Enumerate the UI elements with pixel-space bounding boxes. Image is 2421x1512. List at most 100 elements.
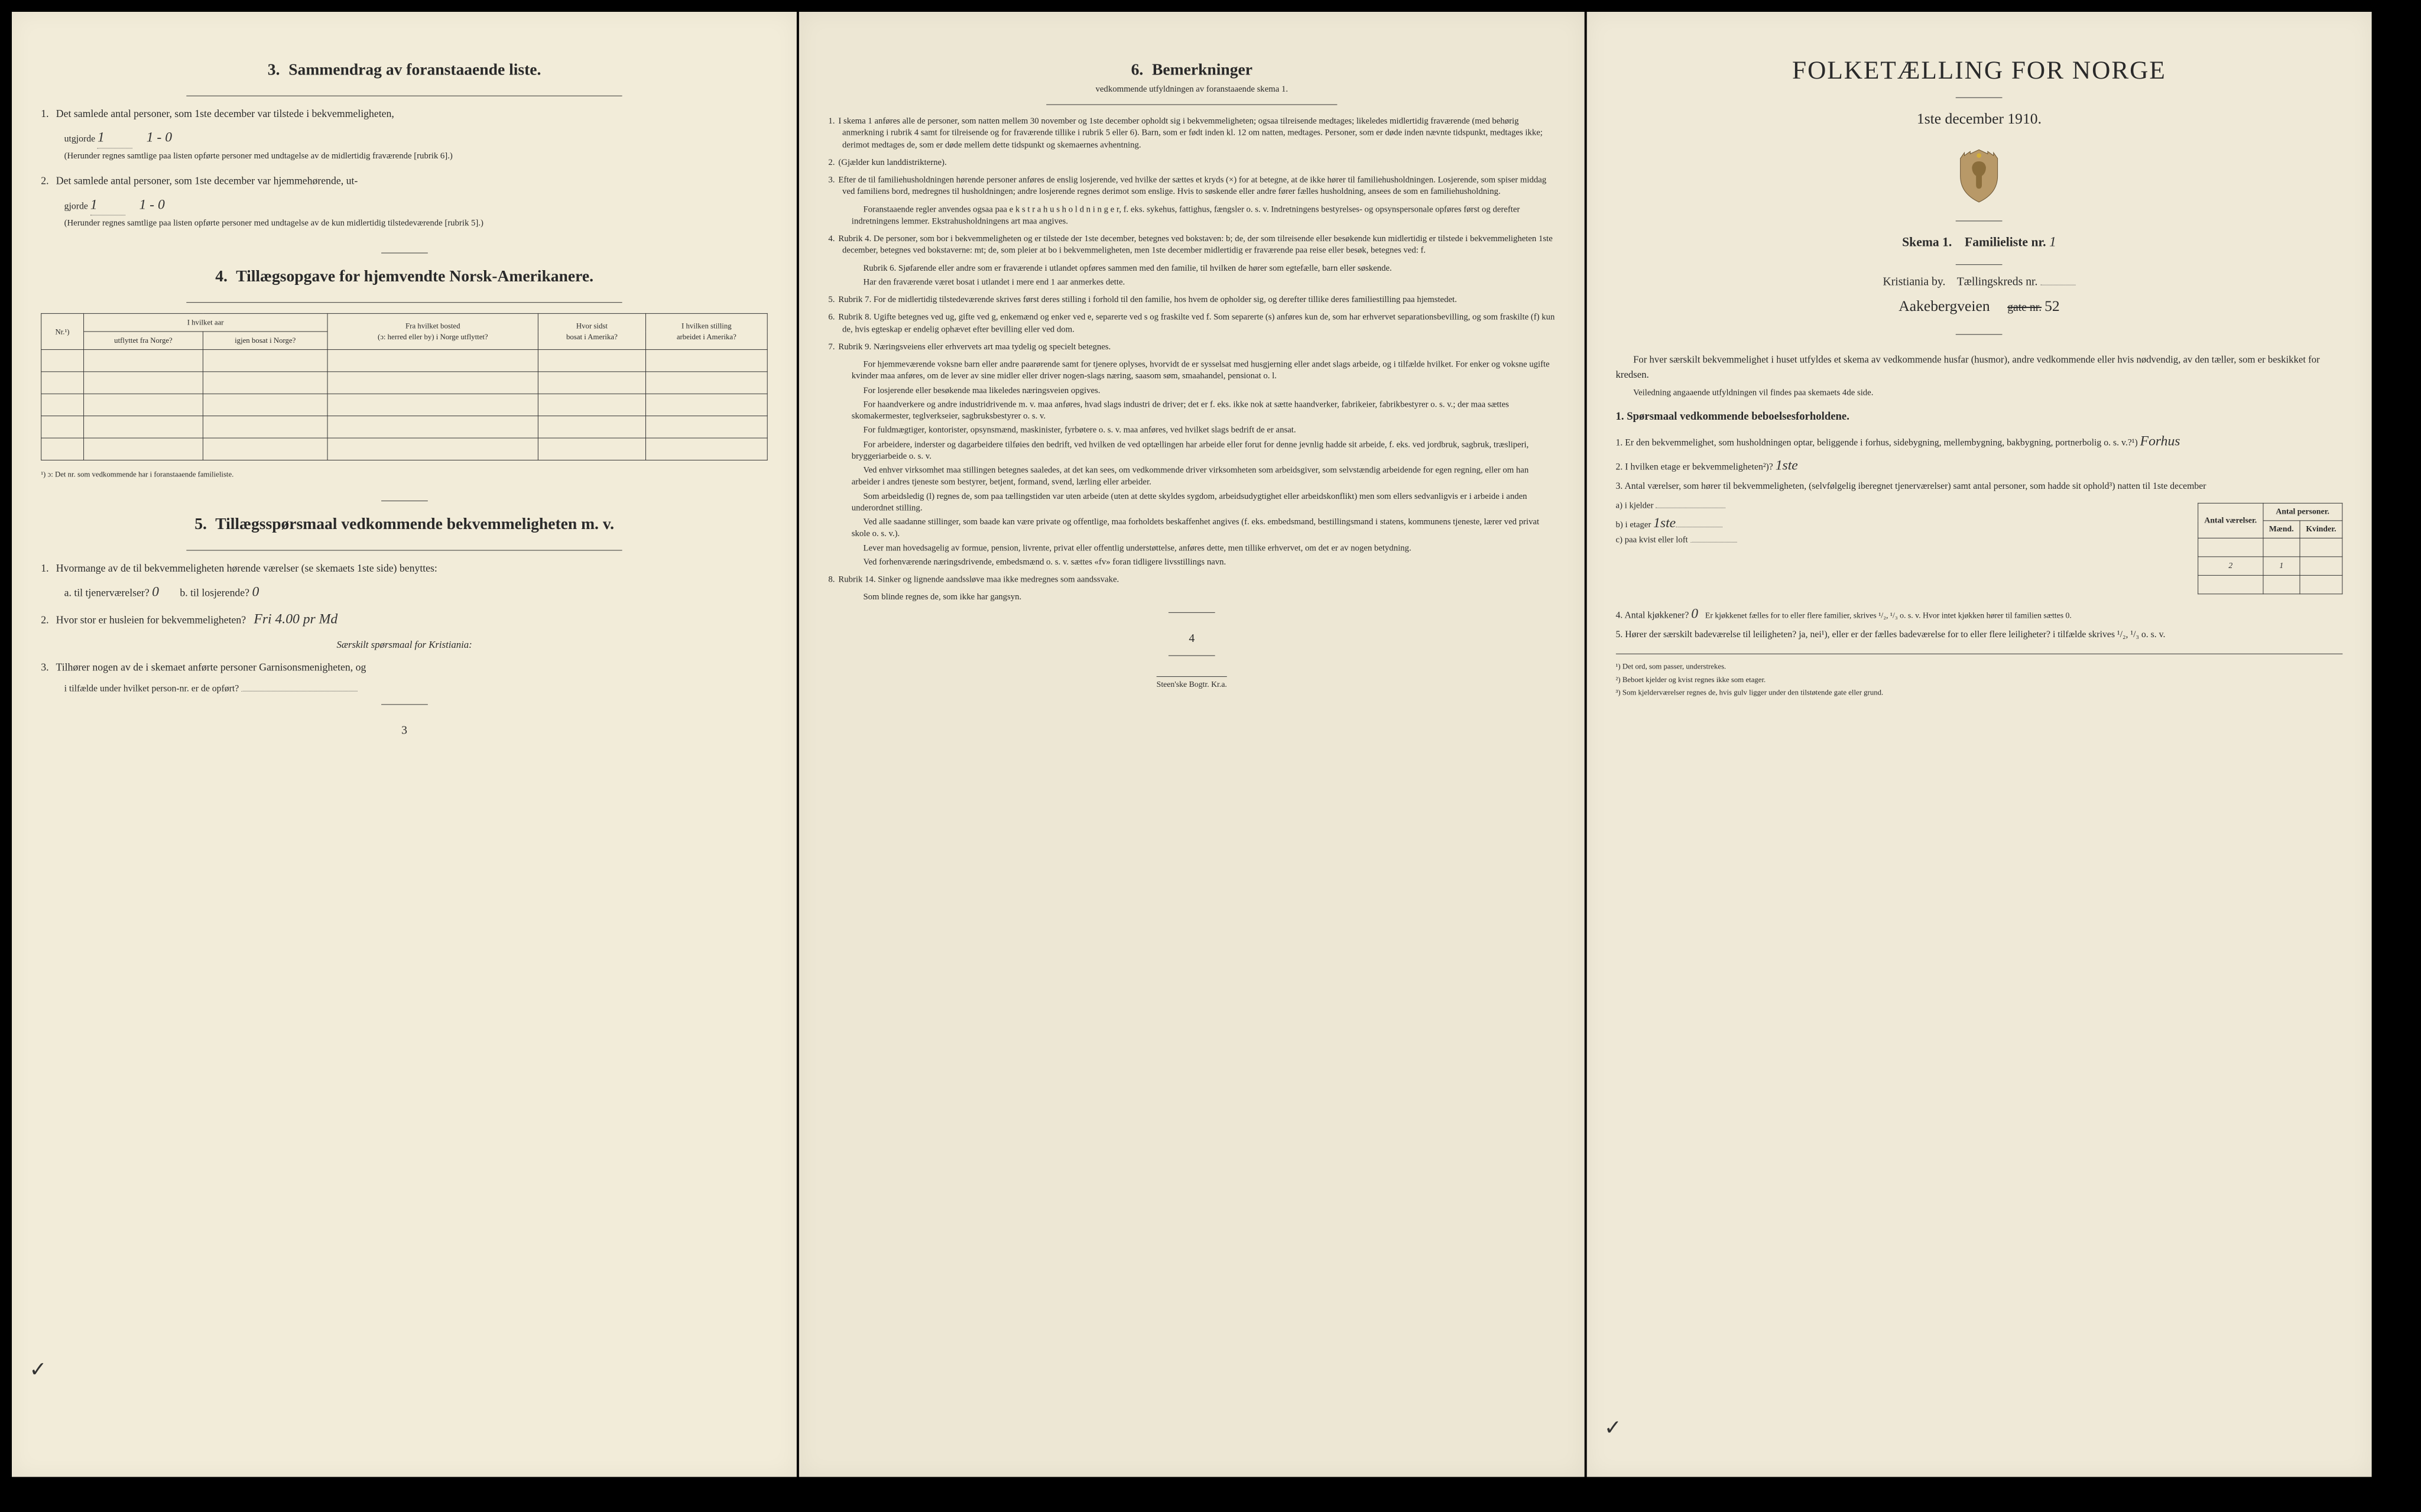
section-4-title: 4. Tillægsopgave for hjemvendte Norsk-Am… <box>41 265 768 288</box>
emigrant-tbody <box>41 350 768 460</box>
page-number: 3 <box>41 722 768 739</box>
body-para: Ved enhver virksomhet maa stillingen bet… <box>828 465 1555 488</box>
s3-item-2-note: (Herunder regnes samtlige paa listen opf… <box>41 218 768 229</box>
hw-value: 1 <box>2049 235 2056 250</box>
th-group1: I hvilket aar <box>83 313 327 332</box>
body-para: Som blinde regnes de, som ikke har gangs… <box>828 592 1555 603</box>
body-para: Ved forhenværende næringsdrivende, embed… <box>828 556 1555 568</box>
census-document: 3. Sammendrag av foranstaaende liste. 1.… <box>12 12 2372 1477</box>
divider <box>1169 612 1215 613</box>
section-5-title: 5. Tillægsspørsmaal vedkommende bekvemme… <box>41 512 768 536</box>
checkmark-icon: ✓ <box>1604 1413 1622 1442</box>
footnote-1: ¹) Det ord, som passer, understrekes. <box>1616 661 2343 672</box>
s5-subtitle: Særskilt spørsmaal for Kristiania: <box>41 638 768 651</box>
hw-value: 0 <box>152 584 159 599</box>
body-para: For arbeidere, inderster og dagarbeidere… <box>828 439 1555 462</box>
divider <box>1956 264 2003 265</box>
checkmark-icon: ✓ <box>30 1355 47 1384</box>
body-item: 1.I skema 1 anføres alle de personer, so… <box>828 115 1555 151</box>
body-para: For haandverkere og andre industridriven… <box>828 399 1555 423</box>
body-item: 4.Rubrik 4. De personer, som bor i bekve… <box>828 233 1555 257</box>
page-number: 4 <box>828 630 1555 647</box>
divider <box>1956 334 2003 335</box>
body-para: Foranstaaende regler anvendes ogsaa paa … <box>828 204 1555 228</box>
body-para: Rubrik 6. Sjøfarende eller andre som er … <box>828 262 1555 274</box>
rooms-table: Antal værelser. Antal personer. Mænd. Kv… <box>2198 503 2343 595</box>
hw-value: 1 - 0 <box>139 197 164 213</box>
s3-item-2: 2. Det samlede antal personer, som 1ste … <box>41 174 768 189</box>
footnotes: ¹) Det ord, som passer, understrekes. ²)… <box>1616 654 2343 698</box>
intro-1: For hver særskilt bekvemmelighet i huset… <box>1616 352 2343 382</box>
hw-value: 0 <box>252 584 259 599</box>
th-col5: I hvilken stilling arbeidet i Amerika? <box>645 313 767 349</box>
date-line: 1ste december 1910. <box>1616 108 2343 129</box>
location-street: Aakebergveien gate nr. 52 <box>1616 296 2343 317</box>
th-kvinder: Kvinder. <box>2300 521 2342 538</box>
body-item: 6.Rubrik 8. Ugifte betegnes ved ug, gift… <box>828 312 1555 335</box>
divider <box>1956 221 2003 222</box>
s5-q2: 2. Hvor stor er husleien for bekvemmelig… <box>41 610 768 630</box>
body-para: For losjerende eller besøkende maa likel… <box>828 385 1555 397</box>
hw-cell: 2 <box>2198 557 2263 575</box>
hw-value: 1 - 0 <box>147 130 172 145</box>
panel-page-3: 3. Sammendrag av foranstaaende liste. 1.… <box>12 12 797 1477</box>
section-3-title: 3. Sammendrag av foranstaaende liste. <box>41 59 768 82</box>
right-body: For hver særskilt bekvemmelighet i huset… <box>1616 352 2343 698</box>
hw-value: 0 <box>1691 606 1698 622</box>
th-col4: Hvor sidst bosat i Amerika? <box>538 313 645 349</box>
intro-2: Veiledning angaaende utfyldningen vil fi… <box>1616 387 2343 400</box>
section-6-subtitle: vedkommende utfyldningen av foranstaaend… <box>828 83 1555 96</box>
s5-q3-line2: i tilfælde under hvilket person-nr. er d… <box>41 683 768 696</box>
divider <box>186 302 622 303</box>
q4: 4. Antal kjøkkener? 0 Er kjøkkenet fælle… <box>1616 603 2343 624</box>
crest-icon <box>1616 147 2343 209</box>
body-para: Har den fraværende været bosat i utlande… <box>828 277 1555 288</box>
publisher-line: Steen'ske Bogtr. Kr.a. <box>1157 676 1227 690</box>
s3-item-1: 1. Det samlede antal personer, som 1ste … <box>41 107 768 122</box>
body-para: Som arbeidsledig (l) regnes de, som paa … <box>828 491 1555 514</box>
hw-value: 52 <box>2044 297 2060 314</box>
th-vaer: Antal værelser. <box>2198 503 2263 538</box>
s4-footnote: ¹) ɔ: Det nr. som vedkommende har i fora… <box>41 469 768 480</box>
panel-title-page: FOLKETÆLLING FOR NORGE 1ste december 191… <box>1586 12 2371 1477</box>
s5-q1: 1. Hvormange av de til bekvemmeligheten … <box>41 561 768 602</box>
body-item: 2.(Gjælder kun landdistrikterne). <box>828 157 1555 168</box>
divider <box>1956 97 2003 98</box>
s5-q3: 3. Tilhører nogen av de i skemaet anført… <box>41 660 768 674</box>
main-title: FOLKETÆLLING FOR NORGE <box>1616 53 2343 89</box>
hw-street: Aakebergveien <box>1898 297 1990 314</box>
hw-value: 1 <box>98 130 105 145</box>
s3-item-1-line2: utgjorde 1 1 - 0 <box>41 128 768 148</box>
hw-value: 1ste <box>1776 458 1798 473</box>
body-para: For hjemmeværende voksne barn eller andr… <box>828 359 1555 382</box>
body-item: 8.Rubrik 14. Sinker og lignende aandsslø… <box>828 574 1555 586</box>
th-nr: Nr.¹) <box>41 313 84 349</box>
th-pers: Antal personer. <box>2263 503 2342 521</box>
body-para: For fuldmægtiger, kontorister, opsynsmæn… <box>828 424 1555 436</box>
section-6-body: 1.I skema 1 anføres alle de personer, so… <box>828 115 1555 603</box>
body-para: Ved alle saadanne stillinger, som baade … <box>828 517 1555 540</box>
q3: 3. Antal værelser, som hører til bekvemm… <box>1616 480 2343 494</box>
divider <box>381 252 428 253</box>
footnote-3: ³) Som kjelderværelser regnes de, hvis g… <box>1616 687 2343 698</box>
hw-value: Forhus <box>2140 434 2180 449</box>
footnote-2: ²) Beboet kjelder og kvist regnes ikke s… <box>1616 674 2343 685</box>
body-item: 7.Rubrik 9. Næringsveiens eller erhverve… <box>828 341 1555 353</box>
s3-item-2-line2: gjorde 1 1 - 0 <box>41 196 768 216</box>
body-para: Lever man hovedsagelig av formue, pensio… <box>828 542 1555 554</box>
hw-value: 1ste <box>1653 515 1676 531</box>
q1: 1. Er den bekvemmelighet, som husholdnin… <box>1616 431 2343 452</box>
th-mend: Mænd. <box>2263 521 2300 538</box>
th-col3: Fra hvilket bosted (ɔ: herred eller by) … <box>327 313 538 349</box>
hw-value: 1 <box>90 197 98 213</box>
q-heading: 1. Spørsmaal vedkommende beboelsesforhol… <box>1616 408 2343 425</box>
body-item: 3.Efter de til familiehusholdningen høre… <box>828 174 1555 198</box>
section-6-title: 6. Bemerkninger <box>828 59 1555 82</box>
divider <box>1169 655 1215 656</box>
q2: 2. I hvilken etage er bekvemmeligheten²)… <box>1616 455 2343 476</box>
s3-item-1-note: (Herunder regnes samtlige paa listen opf… <box>41 151 768 162</box>
th-col1: utflyttet fra Norge? <box>83 332 203 350</box>
q5: 5. Hører der særskilt badeværelse til le… <box>1616 628 2343 643</box>
panel-page-4: 6. Bemerkninger vedkommende utfyldningen… <box>799 12 1584 1477</box>
skema-line: Skema 1. Familieliste nr. 1 <box>1616 233 2343 252</box>
